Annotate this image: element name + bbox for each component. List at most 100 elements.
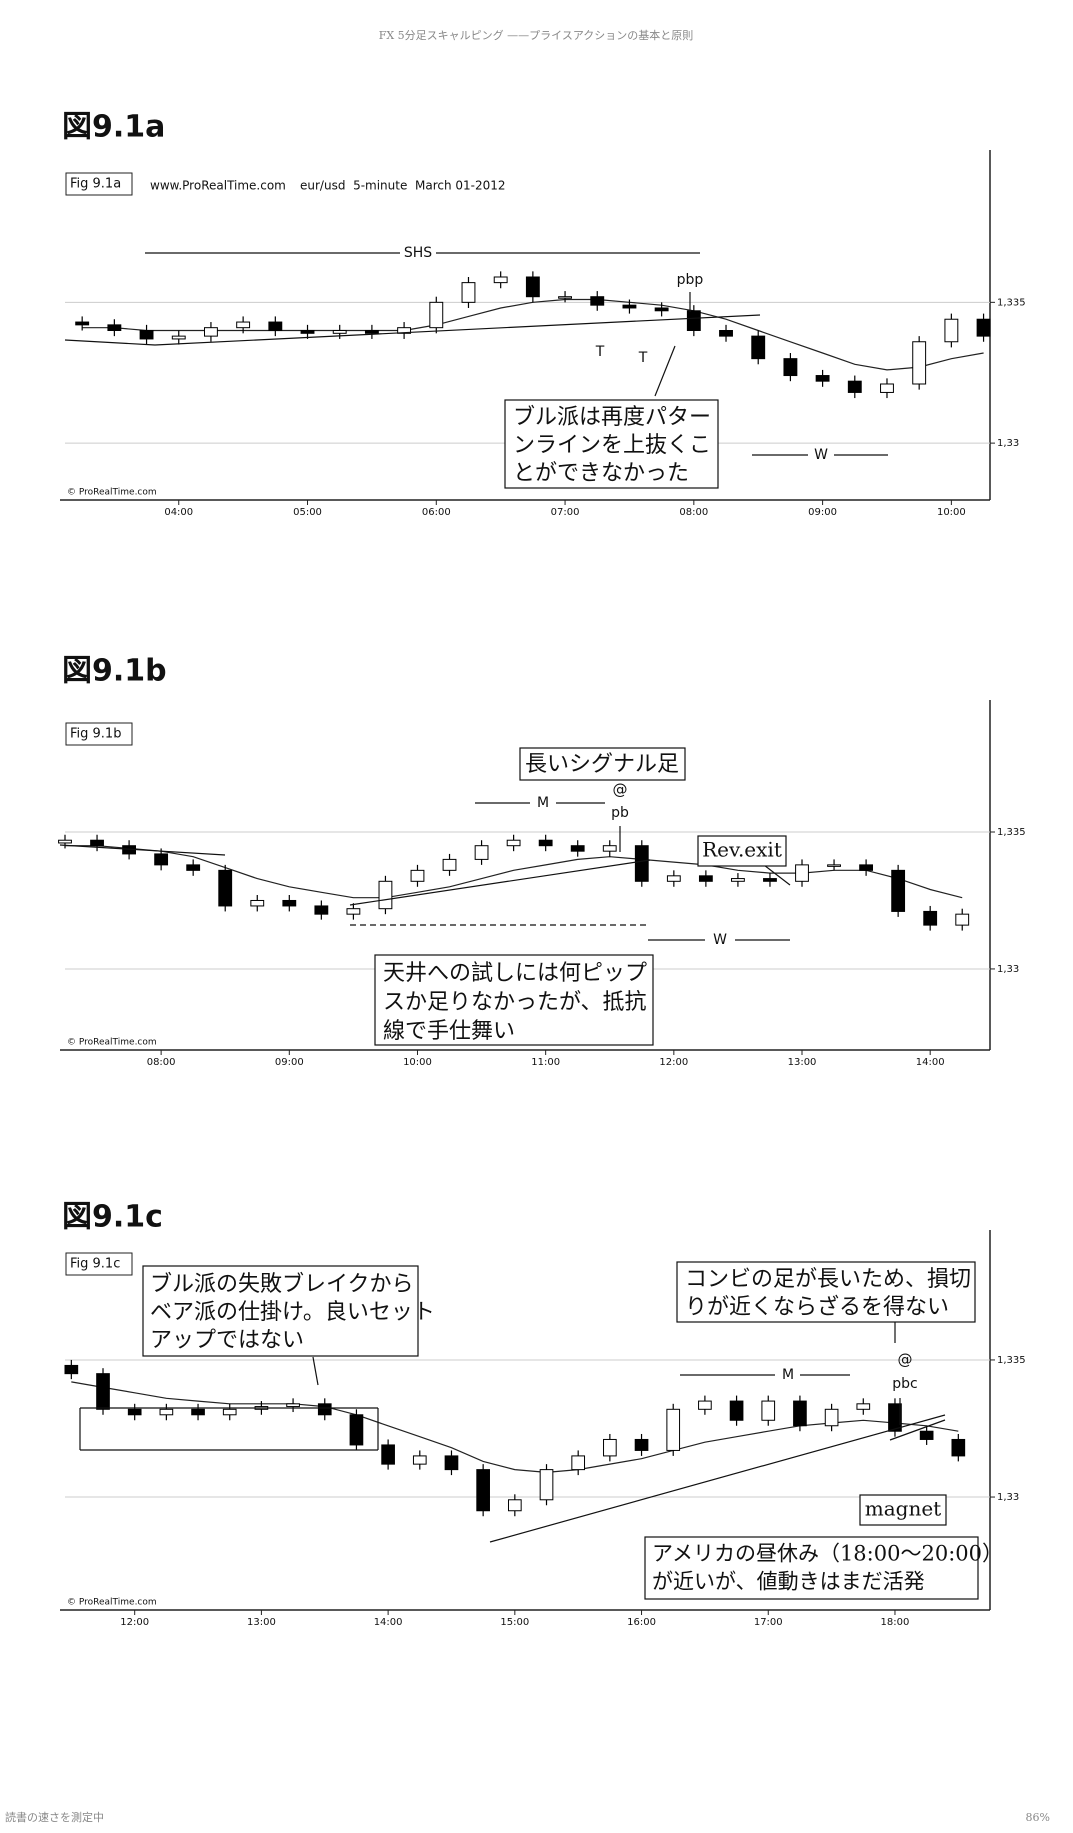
candle-body	[558, 296, 572, 299]
candle-body	[570, 845, 585, 852]
candle-body	[539, 1469, 554, 1501]
reading-status: 読書の速さを測定中	[5, 1810, 104, 1824]
x-tick-label: 11:00	[531, 1057, 560, 1068]
callout-box	[142, 1265, 419, 1357]
candle-body	[154, 853, 169, 866]
annotation-text: pbp	[677, 272, 704, 288]
candle-body	[666, 1408, 681, 1451]
annotation-text: @	[613, 781, 628, 799]
annotation-text: W	[713, 932, 727, 948]
annotation-line	[64, 339, 156, 346]
annotation-text: pb	[611, 805, 629, 821]
callout-text: ベア派の仕掛け。良いセット	[150, 1300, 435, 1325]
x-tick-label: 16:00	[627, 1617, 656, 1628]
callout-text: りが近くならざるを得ない	[685, 1294, 949, 1320]
callout-box	[697, 835, 787, 867]
x-tick-label: 04:00	[164, 507, 193, 518]
x-tick-label: 06:00	[422, 507, 451, 518]
callout-box	[676, 1261, 976, 1323]
y-tick-label: 1,335	[997, 297, 1026, 308]
candle-body	[75, 321, 90, 326]
y-tick-label: 1,33	[997, 438, 1019, 449]
x-tick-label: 15:00	[500, 1617, 529, 1628]
candle-body	[410, 869, 425, 882]
callout-box	[374, 954, 654, 1046]
candle-body	[955, 913, 970, 926]
x-tick-label: 12:00	[120, 1617, 149, 1628]
candle-body	[634, 1438, 649, 1451]
candle-body	[603, 1438, 617, 1457]
candle-body	[236, 321, 251, 329]
candle-body	[218, 869, 233, 907]
annotation-line	[154, 314, 761, 346]
candle-body	[763, 878, 777, 882]
annotation-text: SHS	[404, 245, 432, 261]
candle-body	[888, 1403, 902, 1432]
candle-body	[525, 276, 540, 298]
candle-body	[412, 1455, 427, 1465]
callout-text: アメリカの昼休み（18:00〜20:00）	[652, 1542, 1003, 1566]
callout-text: とができなかった	[513, 461, 689, 486]
candle-body	[793, 1400, 807, 1427]
candle-body	[139, 329, 154, 340]
candle-body	[222, 1408, 237, 1416]
y-tick-label: 1,335	[997, 1355, 1026, 1366]
callout-text: 線で手仕舞い	[383, 1019, 515, 1044]
annotation-text: 長いシグナル足	[525, 752, 679, 777]
candle-body	[944, 318, 959, 343]
candle-body	[634, 845, 649, 882]
annotation-text: W	[814, 447, 828, 463]
candle-body	[912, 341, 927, 385]
chart-heading: 図9.1b	[62, 654, 167, 689]
x-tick-label: 08:00	[679, 507, 708, 518]
x-tick-label: 14:00	[374, 1617, 403, 1628]
candle-body	[314, 905, 329, 915]
candle-body	[64, 1364, 79, 1375]
candle-body	[346, 908, 361, 915]
y-tick-label: 1,335	[997, 827, 1026, 838]
candle-body	[827, 864, 841, 867]
x-tick-label: 10:00	[937, 507, 966, 518]
annotation-text: T	[595, 344, 605, 360]
x-tick-label: 09:00	[808, 507, 837, 518]
annotation-line	[312, 1356, 319, 1386]
chart-source: www.ProRealTime.com	[150, 179, 286, 193]
annotation-line	[489, 1414, 946, 1543]
callout-text: ンラインを上抜くこ	[513, 433, 711, 458]
candle-body	[859, 864, 874, 871]
candle-body	[698, 875, 713, 882]
annotation-text: M	[782, 1367, 794, 1383]
candle-body	[951, 1438, 966, 1457]
candle-body	[186, 864, 201, 871]
annotation-text: Rev.exit	[702, 838, 782, 862]
candle-body	[622, 304, 637, 309]
reading-progress: 86%	[1026, 1811, 1050, 1824]
copyright: © ProRealTime.com	[67, 1598, 157, 1608]
candle-body	[90, 839, 104, 847]
x-tick-label: 09:00	[275, 1057, 304, 1068]
candle-body	[107, 324, 122, 331]
candle-body	[286, 1403, 300, 1408]
candle-body	[729, 1400, 744, 1421]
candle-body	[268, 321, 283, 331]
candle-body	[282, 899, 297, 907]
fig-label-box	[65, 722, 133, 746]
candle-body	[654, 307, 669, 312]
candle-body	[880, 383, 894, 393]
callout-text: コンビの足が長いため、損切	[685, 1267, 971, 1292]
chart-subtitle: eur/usd 5-minute March 01-2012	[300, 179, 506, 193]
candle-body	[856, 1403, 871, 1410]
candle-body	[761, 1400, 776, 1421]
candle-body	[127, 1408, 142, 1416]
copyright: © ProRealTime.com	[67, 488, 157, 498]
candle-body	[686, 310, 701, 331]
fig-label-box	[65, 1252, 133, 1276]
callout-text: ブル派は再度パター	[513, 405, 711, 430]
candle-body	[442, 858, 457, 871]
x-tick-label: 14:00	[916, 1057, 945, 1068]
candle-body	[191, 1408, 205, 1416]
moving-average	[71, 1381, 959, 1474]
annotation-text: @	[898, 1351, 913, 1369]
